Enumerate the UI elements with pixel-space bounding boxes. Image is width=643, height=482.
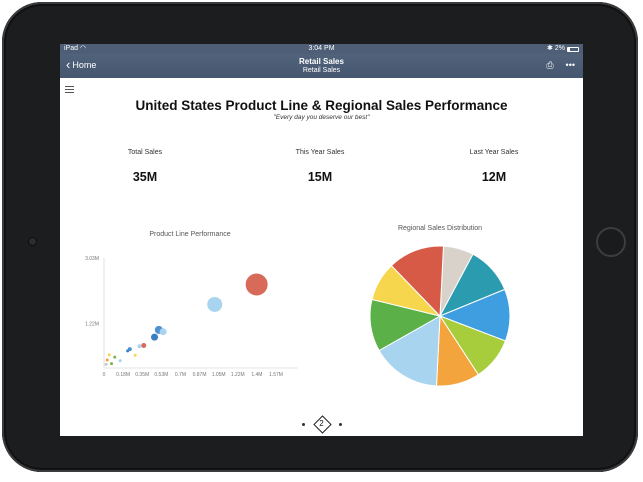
more-icon[interactable]: ••• bbox=[565, 60, 575, 70]
kpi-last-year-sales: Last Year Sales 12M bbox=[424, 149, 564, 184]
scatter-point[interactable] bbox=[151, 333, 159, 341]
wifi-icon: ◠ bbox=[79, 45, 87, 52]
home-button[interactable] bbox=[596, 227, 626, 257]
print-icon[interactable]: ⎙ bbox=[546, 60, 554, 70]
pie-chart[interactable] bbox=[360, 239, 520, 389]
scatter-point[interactable] bbox=[118, 359, 122, 363]
kpi-label: Last Year Sales bbox=[469, 149, 519, 156]
bluetooth-icon: ✱ bbox=[547, 45, 553, 52]
ipad-device: iPad ◠ 3:04 PM ✱ 2% ‹ Home Retail Sales … bbox=[2, 2, 638, 472]
page-indicator: 2 bbox=[60, 416, 583, 432]
status-bar: iPad ◠ 3:04 PM ✱ 2% bbox=[60, 44, 583, 54]
report-subtitle: "Every day you deserve our best" bbox=[273, 114, 370, 121]
status-right: ✱ 2% bbox=[547, 44, 579, 54]
kpi-value: 12M bbox=[481, 170, 507, 184]
scatter-point[interactable] bbox=[133, 353, 137, 357]
scatter-point[interactable] bbox=[207, 296, 223, 312]
scatter-point[interactable] bbox=[126, 349, 130, 353]
scatter-point[interactable] bbox=[141, 342, 147, 348]
scatter-point[interactable] bbox=[245, 273, 268, 296]
x-tick-label: 1.57M bbox=[269, 372, 283, 378]
current-page-marker[interactable]: 2 bbox=[314, 416, 330, 432]
back-button[interactable]: ‹ Home bbox=[66, 57, 97, 72]
y-tick-label: 1.22M bbox=[85, 322, 99, 328]
page-dot-prev[interactable] bbox=[301, 422, 305, 426]
nav-title-text: Retail Sales bbox=[299, 57, 344, 66]
battery-percent: 2% bbox=[554, 45, 565, 52]
scatter-point[interactable] bbox=[113, 355, 117, 359]
pie-slice[interactable] bbox=[390, 245, 445, 318]
kpi-total-sales: Total Sales 35M bbox=[75, 149, 215, 184]
x-tick-label: 0.87M bbox=[193, 372, 207, 378]
scatter-point[interactable] bbox=[159, 328, 167, 336]
x-tick-label: 0.18M bbox=[116, 372, 130, 378]
chevron-left-icon: ‹ bbox=[66, 57, 71, 72]
x-tick-label: 0.35M bbox=[135, 372, 149, 378]
kpi-label: This Year Sales bbox=[295, 149, 345, 156]
pie-chart-title: Regional Sales Distribution bbox=[397, 225, 483, 232]
scatter-chart[interactable]: 0 0.18M 0.35M 0.53M 0.7M 0.87M 1.05M 1.22M 1.4M 1… bbox=[80, 244, 310, 384]
x-tick-label: 0.53M bbox=[154, 372, 168, 378]
x-tick-label: 1.4M bbox=[251, 372, 262, 378]
y-tick-label: 3.03M bbox=[85, 256, 99, 262]
kpi-value: 35M bbox=[132, 170, 158, 184]
scatter-point[interactable] bbox=[107, 353, 111, 357]
nav-title: Retail Sales Retail Sales bbox=[60, 57, 583, 75]
scatter-point[interactable] bbox=[105, 358, 109, 362]
x-tick-label: 0 bbox=[103, 372, 106, 378]
nav-actions: ⎙ ••• bbox=[546, 60, 575, 71]
scatter-chart-title: Product Line Performance bbox=[149, 231, 231, 238]
scatter-point[interactable] bbox=[110, 362, 114, 366]
x-tick-label: 0.7M bbox=[175, 372, 186, 378]
camera bbox=[29, 238, 36, 245]
battery-icon bbox=[567, 46, 579, 52]
status-time: 3:04 PM bbox=[308, 45, 335, 52]
nav-subtitle-text: Retail Sales bbox=[302, 67, 341, 74]
x-tick-label: 1.22M bbox=[231, 372, 245, 378]
status-carrier: iPad ◠ bbox=[64, 45, 87, 52]
report-title: United States Product Line & Regional Sa… bbox=[135, 98, 508, 113]
pie-slice[interactable] bbox=[378, 315, 441, 387]
x-tick-label: 1.05M bbox=[212, 372, 226, 378]
hamburger-icon[interactable] bbox=[65, 86, 74, 93]
screen: iPad ◠ 3:04 PM ✱ 2% ‹ Home Retail Sales … bbox=[60, 44, 583, 436]
page-dot-next[interactable] bbox=[338, 422, 342, 426]
kpi-this-year-sales: This Year Sales 15M bbox=[250, 149, 390, 184]
scatter-point[interactable] bbox=[137, 344, 142, 349]
scatter-point[interactable] bbox=[104, 362, 108, 366]
back-label: Home bbox=[72, 60, 97, 70]
kpi-value: 15M bbox=[307, 170, 333, 184]
current-page-number: 2 bbox=[319, 419, 324, 428]
kpi-label: Total Sales bbox=[127, 149, 163, 156]
nav-bar: ‹ Home Retail Sales Retail Sales ⎙ ••• bbox=[60, 54, 583, 78]
